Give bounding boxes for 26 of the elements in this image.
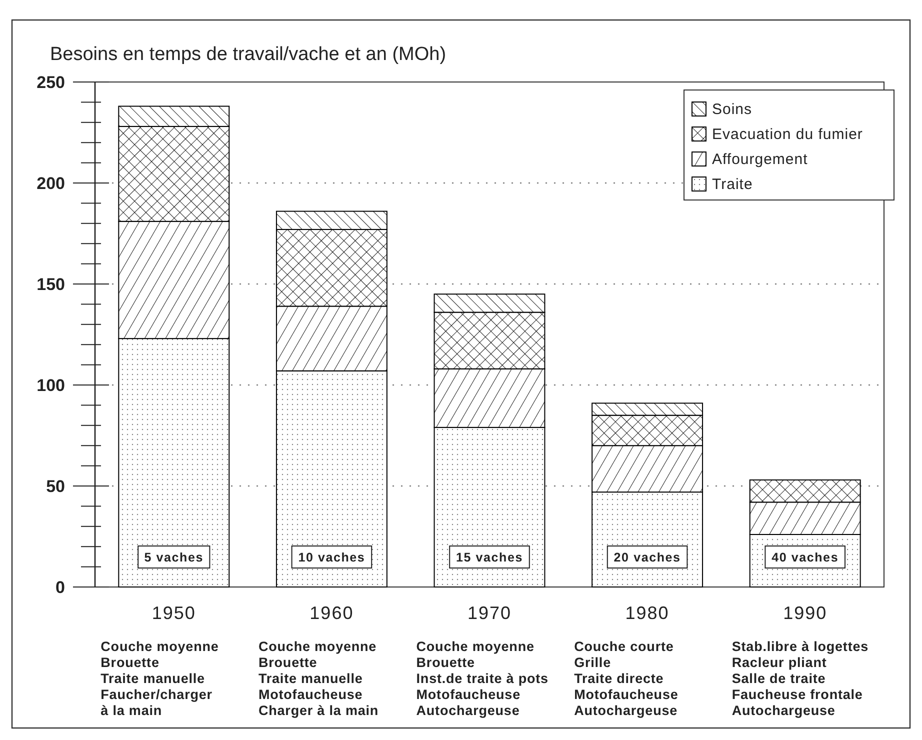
x-tick-label: 1970	[467, 603, 512, 623]
text: Couche moyenne Brouette Traite manuelle Faucher/charger à la main	[100, 639, 219, 718]
y-tick-label: 200	[36, 174, 65, 193]
annotation: 10 vaches	[298, 550, 366, 564]
legend-label: Traite	[712, 176, 753, 193]
text: Couche moyenne Brouette Traite manuelle Motofaucheuse Charger à la main	[258, 639, 379, 718]
y-tick-label: 250	[36, 72, 65, 92]
y-tick-label: 150	[36, 274, 65, 294]
text: Couche moyenne Brouette Inst.de traite à pots Motofaucheuse Autochargeuse	[416, 639, 548, 718]
y-tick-label: 50	[46, 476, 65, 496]
x-tick-label: 1990	[783, 603, 828, 623]
text: Stab.libre à logettes Racleur pliant Salle de traite Faucheuse frontale Autochargeuse	[732, 639, 869, 718]
legend-label: Evacuation du fumier	[712, 126, 863, 143]
annotation: 5 vaches	[144, 550, 204, 564]
annotation: 20 vaches	[614, 550, 681, 564]
y-tick-label: 100	[36, 376, 65, 395]
x-tick-label: 1950	[152, 603, 196, 623]
text: Couche courte Grille Traite directe Motofaucheuse Autochargeuse	[574, 639, 678, 718]
legend-label: Affourgement	[712, 151, 808, 168]
x-tick-label: 1960	[310, 603, 354, 623]
legend-label: Soins	[712, 101, 752, 118]
annotation: 40 vaches	[772, 550, 839, 564]
x-tick-label: 1980	[625, 603, 670, 623]
chart-title: Besoins en temps de travail/vache et an (MOh)	[50, 44, 446, 65]
y-tick-label: 0	[56, 578, 65, 597]
annotation: 15 vaches	[456, 550, 523, 564]
